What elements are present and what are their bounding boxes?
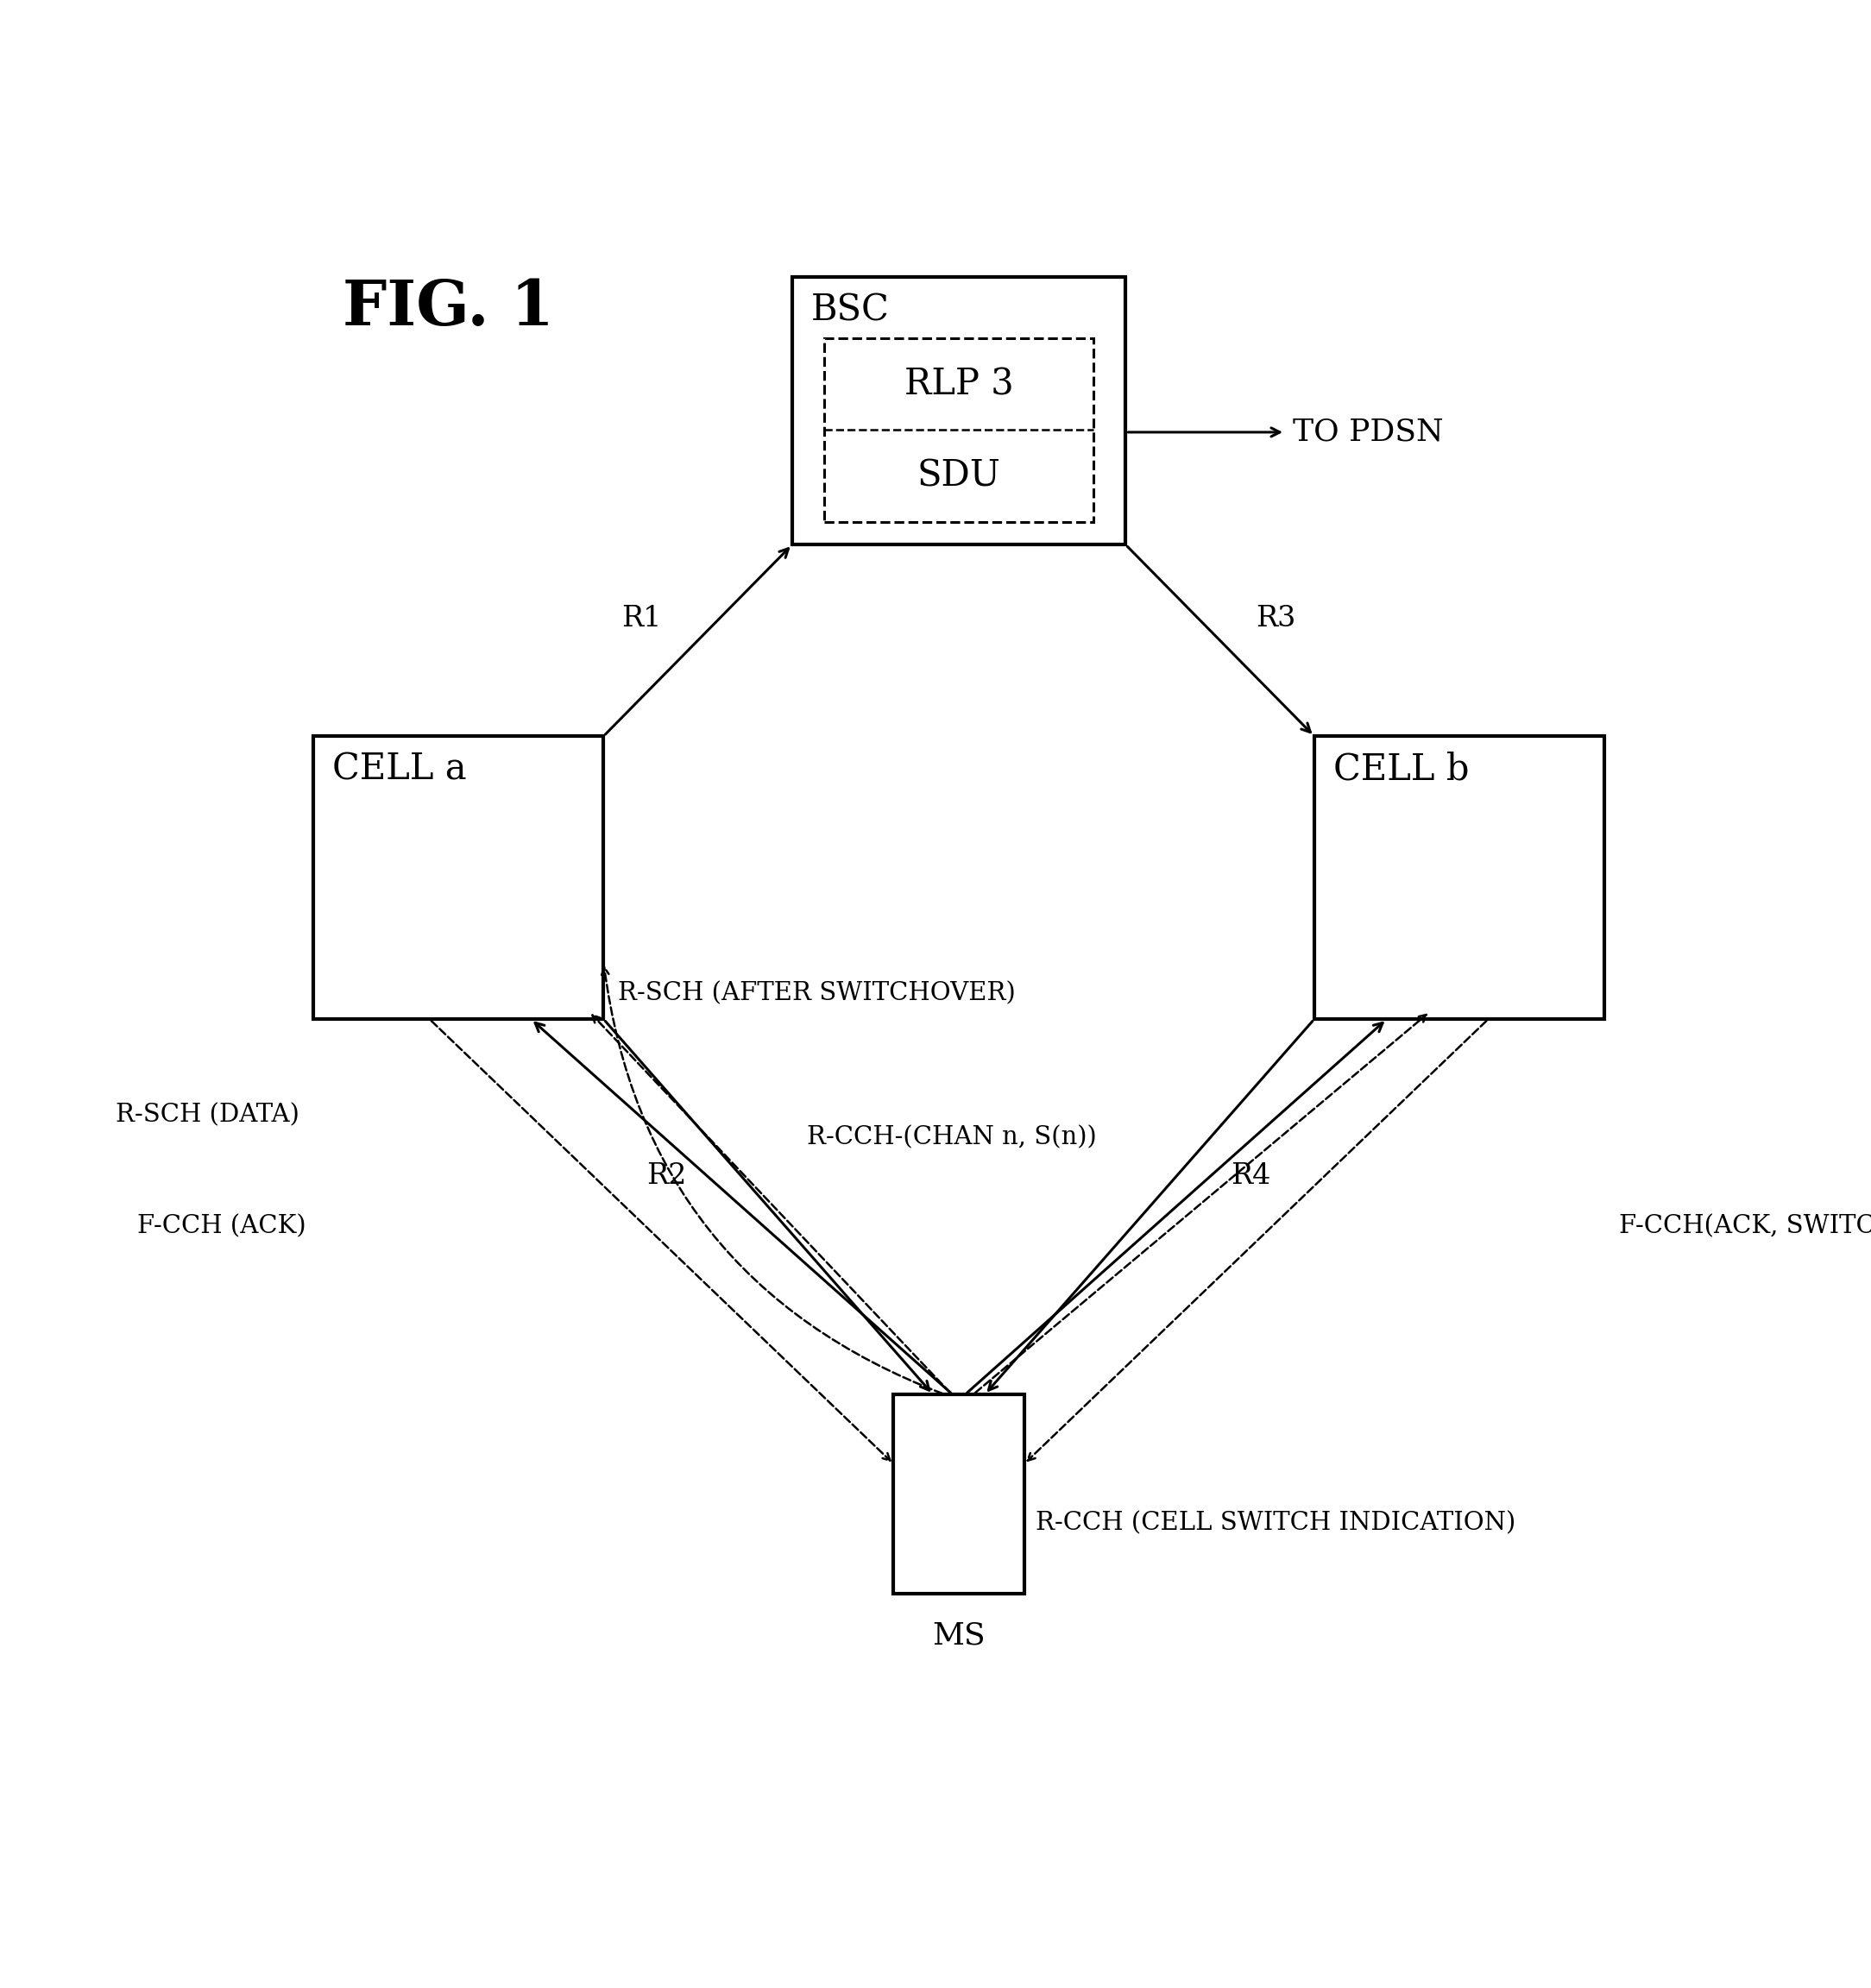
Text: CELL a: CELL a — [333, 751, 466, 787]
Text: F-CCH(ACK, SWITCH STATUS): F-CCH(ACK, SWITCH STATUS) — [1618, 1215, 1871, 1239]
Text: R1: R1 — [621, 604, 662, 632]
FancyBboxPatch shape — [791, 276, 1126, 545]
Text: R3: R3 — [1255, 604, 1297, 632]
Text: F-CCH (ACK): F-CCH (ACK) — [138, 1215, 307, 1239]
FancyBboxPatch shape — [894, 1394, 1023, 1592]
Text: R-CCH-(CHAN n, S(n)): R-CCH-(CHAN n, S(n)) — [806, 1125, 1096, 1149]
FancyBboxPatch shape — [314, 736, 604, 1020]
Text: BSC: BSC — [810, 292, 889, 328]
Text: R-SCH (AFTER SWITCHOVER): R-SCH (AFTER SWITCHOVER) — [617, 980, 1016, 1006]
Text: CELL b: CELL b — [1332, 751, 1469, 787]
FancyBboxPatch shape — [1313, 736, 1603, 1020]
Text: MS: MS — [932, 1620, 986, 1650]
Text: R4: R4 — [1231, 1163, 1270, 1191]
Text: SDU: SDU — [917, 457, 1001, 493]
Text: R-SCH (DATA): R-SCH (DATA) — [116, 1103, 299, 1127]
Text: R2: R2 — [647, 1163, 687, 1191]
Text: R-CCH (CELL SWITCH INDICATION): R-CCH (CELL SWITCH INDICATION) — [1037, 1511, 1516, 1535]
Text: TO PDSN: TO PDSN — [1293, 417, 1443, 447]
Text: FIG. 1: FIG. 1 — [342, 276, 554, 338]
Text: RLP 3: RLP 3 — [904, 366, 1014, 402]
FancyBboxPatch shape — [823, 338, 1095, 521]
